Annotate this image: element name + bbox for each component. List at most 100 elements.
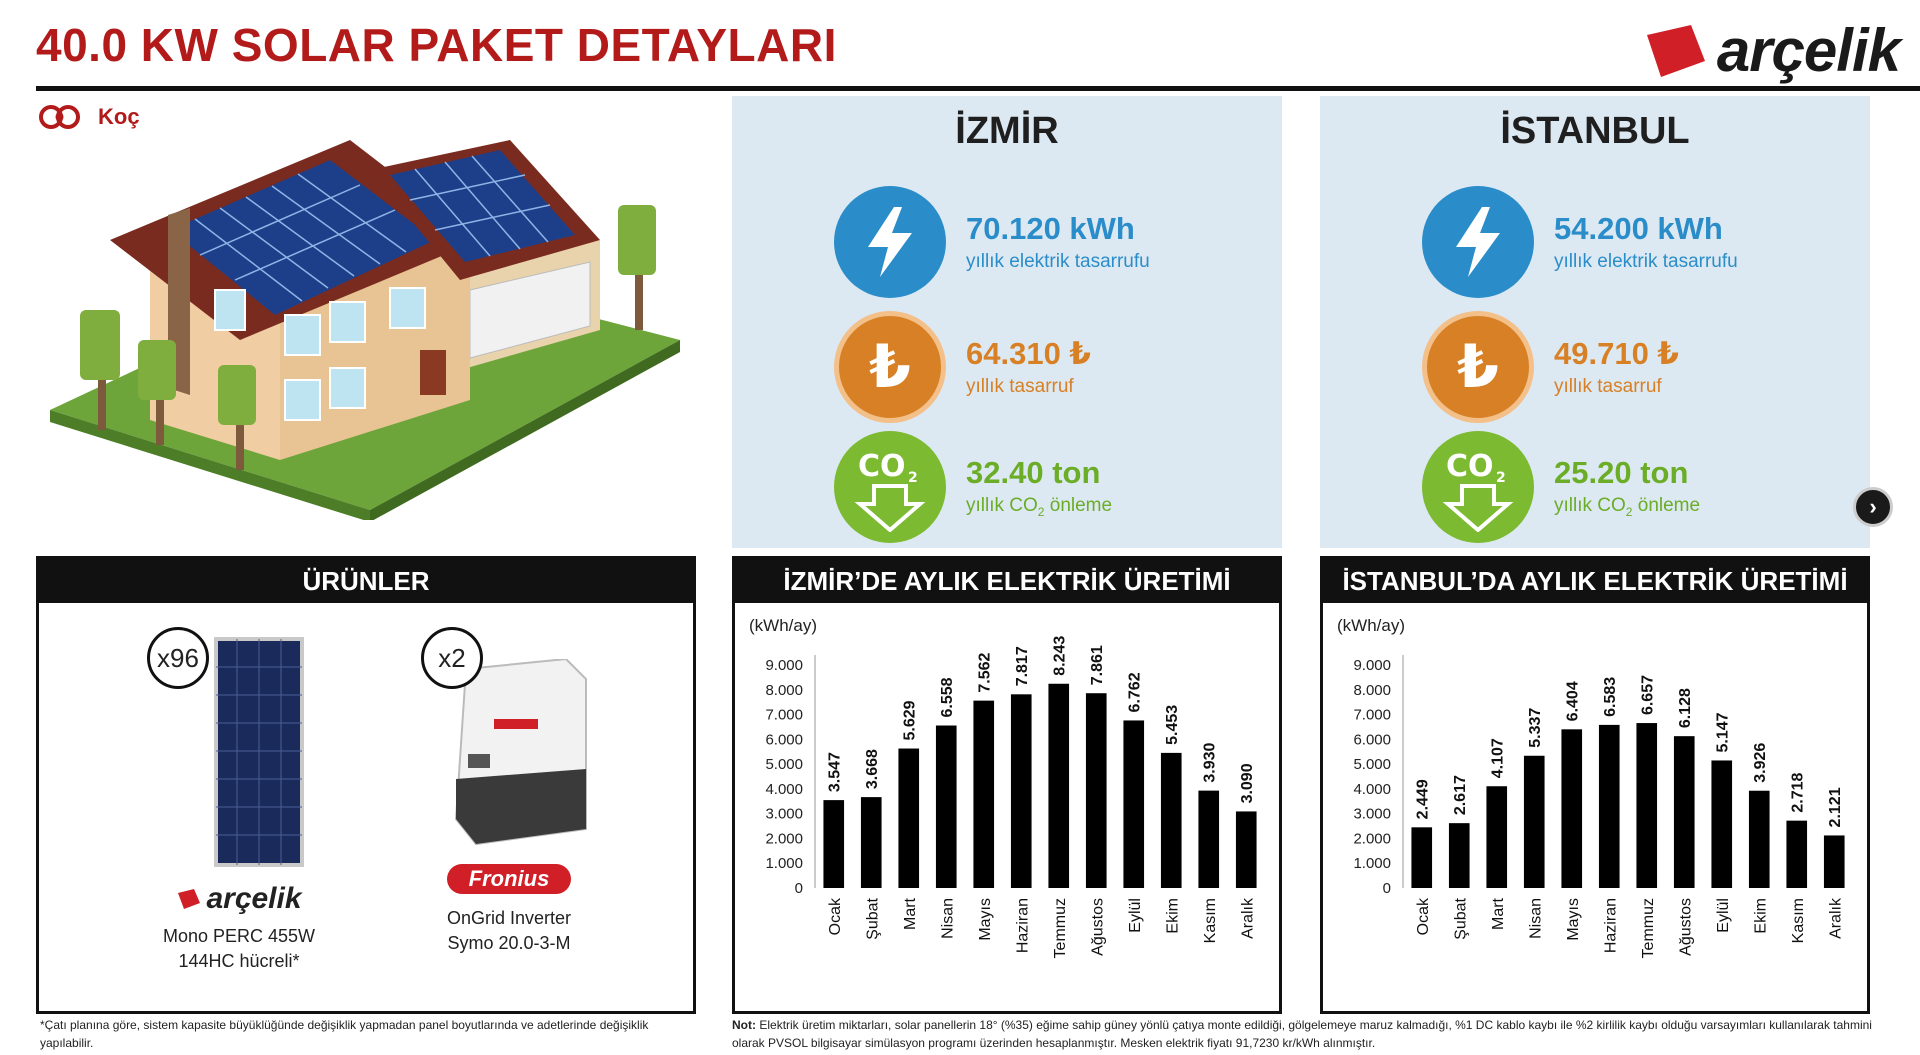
x-tick-label: Mayıs (977, 898, 994, 941)
co2-label: yıllık CO2 önleme (1554, 495, 1701, 519)
bar (1748, 790, 1770, 888)
svg-text:2: 2 (1496, 470, 1506, 486)
bar (1598, 724, 1620, 888)
city-name: İSTANBUL (1500, 110, 1690, 152)
energy-label: yıllık elektrik tasarrufu (966, 251, 1150, 272)
istanbul-monthly-chart: İSTANBUL’DA AYLIK ELEKTRİK ÜRETİMİ (kWh/… (1320, 556, 1870, 1014)
bar (1160, 752, 1182, 888)
x-tick-label: Eylül (1127, 898, 1144, 933)
svg-text:CO: CO (1446, 449, 1494, 484)
next-slide-button[interactable]: › (1853, 487, 1893, 527)
x-tick-label: Nisan (1527, 898, 1544, 939)
x-tick-label: Şubat (1452, 897, 1469, 939)
arcelik-logo: arçelik (1643, 16, 1901, 85)
x-tick-label: Haziran (1602, 898, 1619, 953)
y-tick-label: 8.000 (1353, 682, 1391, 699)
data-label: 6.404 (1565, 681, 1582, 721)
bar (898, 748, 920, 888)
data-label: 7.861 (1089, 645, 1106, 685)
product-inverter: x2 Fronius OnGrid Inverter Symo 20.0-3-M (409, 627, 609, 956)
bar (1411, 827, 1433, 888)
brand-wordmark: arçelik (1716, 17, 1901, 84)
data-label: 7.817 (1014, 646, 1031, 686)
data-label: 8.243 (1052, 636, 1069, 676)
bar (860, 797, 882, 888)
data-label: 6.558 (939, 677, 956, 717)
y-axis-label: (kWh/ay) (1337, 616, 1405, 635)
izmir-chart-svg: (kWh/ay) 0 1.000 2.000 3.000 4.000 5.000 6.000 7… (749, 616, 1257, 958)
data-label: 6.583 (1602, 677, 1619, 717)
inverter-desc-line1: OnGrid Inverter (446, 908, 572, 928)
header-divider (36, 86, 1920, 91)
bar (935, 725, 957, 888)
city-name: İZMİR (955, 110, 1059, 152)
y-tick-label: 0 (1383, 880, 1391, 897)
data-label: 4.107 (1490, 738, 1507, 778)
lira-icon: ₺ (1422, 311, 1534, 423)
y-tick-label: 2.000 (765, 830, 803, 847)
x-tick-label: Ocak (1415, 897, 1432, 935)
fronius-logo: Fronius (409, 864, 609, 894)
data-label: 3.668 (864, 749, 881, 789)
bar (1786, 820, 1808, 888)
svg-text:2: 2 (908, 470, 918, 486)
x-tick-label: Şubat (864, 897, 881, 939)
y-tick-label: 4.000 (765, 781, 803, 798)
panel-desc-line2: 144HC hücreli* (178, 951, 300, 971)
y-tick-label: 7.000 (765, 707, 803, 724)
data-label: 7.562 (977, 652, 994, 692)
data-label: 6.762 (1127, 672, 1144, 712)
data-label: 3.930 (1202, 742, 1219, 782)
x-tick-label: Nisan (939, 898, 956, 939)
city-panel-istanbul: İSTANBUL 54.200 kWh yıllık elektrik tasa… (1320, 96, 1870, 548)
data-label: 2.718 (1790, 773, 1807, 813)
energy-savings-stat: 70.120 kWh yıllık elektrik tasarrufu (834, 186, 1150, 298)
solar-house-illustration (50, 140, 680, 520)
data-label: 5.147 (1715, 712, 1732, 752)
y-tick-label: 7.000 (1353, 707, 1391, 724)
x-tick-label: Temmuz (1052, 898, 1069, 958)
y-tick-label: 3.000 (1353, 806, 1391, 823)
calculation-note: Not: Elektrik üretim miktarları, solar p… (732, 1018, 1872, 1050)
bar (1235, 811, 1257, 888)
inverter-count-badge: x2 (421, 627, 483, 689)
energy-label: yıllık elektrik tasarrufu (1554, 251, 1738, 272)
y-axis-label: (kWh/ay) (749, 616, 817, 635)
y-tick-label: 9.000 (1353, 657, 1391, 674)
solar-panel-image (214, 637, 304, 867)
energy-value: 70.120 kWh (966, 211, 1135, 246)
bar (1486, 786, 1508, 888)
arcelik-flag-icon (1646, 24, 1705, 77)
energy-savings-stat: 54.200 kWh yıllık elektrik tasarrufu (1422, 186, 1738, 298)
data-label: 2.121 (1827, 787, 1844, 827)
data-label: 5.337 (1527, 708, 1544, 748)
lira-icon: ₺ (834, 311, 946, 423)
bar (1523, 755, 1545, 888)
bar (1123, 720, 1145, 888)
x-tick-label: Aralık (1239, 897, 1256, 939)
panel-brand-logo: arçelik (139, 882, 339, 916)
products-heading: ÜRÜNLER (39, 559, 693, 603)
money-value: 64.310 ₺ (966, 336, 1091, 371)
co2-value: 32.40 ton (966, 455, 1101, 491)
data-label: 3.547 (827, 752, 844, 792)
y-tick-label: 4.000 (1353, 781, 1391, 798)
money-label: yıllık tasarruf (1554, 376, 1662, 397)
koc-logo: Koç (38, 104, 140, 130)
y-tick-label: 1.000 (765, 855, 803, 872)
x-tick-label: Ağustos (1677, 898, 1694, 956)
bar (1085, 693, 1107, 888)
money-savings-stat: ₺ 49.710 ₺ yıllık tasarruf (1422, 311, 1679, 423)
koc-wordmark: Koç (98, 104, 140, 129)
y-tick-label: 1.000 (1353, 855, 1391, 872)
bar (1636, 723, 1658, 888)
x-tick-label: Mart (902, 897, 919, 930)
product-solar-panel: x96 arçelik Mono PERC 455W 144HC hücreli… (139, 627, 339, 974)
city-panel-izmir: İZMİR 70.120 kWh yıllık elektrik tasarru… (732, 96, 1282, 548)
co2-stat: CO 2 25.20 ton yıllık CO2 önleme (1422, 431, 1700, 543)
x-tick-label: Haziran (1014, 898, 1031, 953)
bar (1711, 760, 1733, 888)
y-tick-label: 5.000 (1353, 756, 1391, 773)
bar (1561, 729, 1583, 888)
data-label: 5.453 (1164, 705, 1181, 745)
